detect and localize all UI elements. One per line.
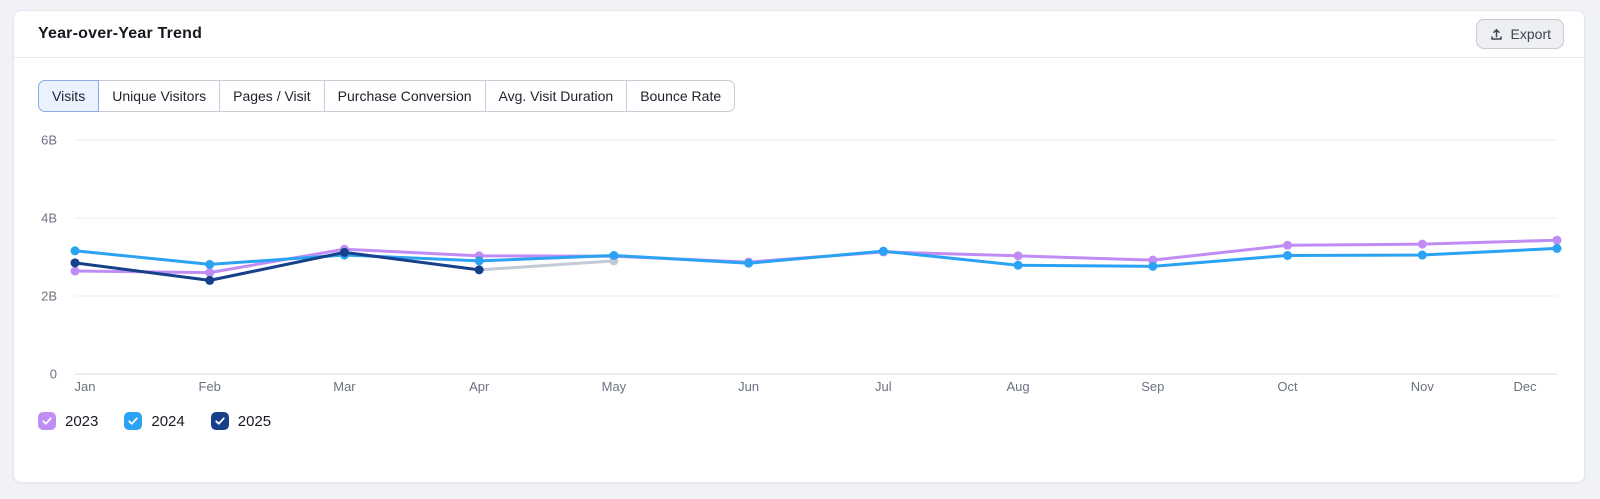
data-point-2023-oct	[1283, 240, 1293, 250]
x-axis-label: Feb	[199, 379, 221, 394]
data-point-2025-jan	[70, 258, 80, 268]
data-point-2023-nov	[1417, 239, 1427, 249]
tab-purchase-conversion[interactable]: Purchase Conversion	[323, 80, 486, 112]
checkmark-icon	[128, 417, 139, 425]
tab-bounce-rate[interactable]: Bounce Rate	[626, 80, 736, 112]
y-axis-label: 2B	[41, 289, 57, 304]
data-point-2023-jan	[70, 266, 80, 276]
tab-pages-visit[interactable]: Pages / Visit	[219, 80, 325, 112]
data-point-2023-dec	[1552, 235, 1562, 245]
data-point-2023-feb	[205, 268, 215, 278]
legend-label-2025: 2025	[237, 412, 272, 430]
data-point-2023-sep	[1148, 255, 1158, 265]
export-button[interactable]: Export	[1475, 19, 1564, 49]
data-point-2024-jun	[744, 258, 754, 268]
legend-item-2024[interactable]: 2024	[124, 412, 185, 430]
year-over-year-trend-card: Year-over-Year Trend Export Visits Unique…	[13, 10, 1585, 483]
tab-unique-visitors[interactable]: Unique Visitors	[98, 80, 221, 112]
data-point-2024-feb	[205, 259, 215, 269]
legend-item-2023[interactable]: 2023	[38, 412, 98, 430]
legend-label-2023: 2023	[65, 412, 99, 430]
x-axis-label: Apr	[469, 379, 490, 394]
data-point-2025-feb	[205, 275, 215, 285]
data-point-2024-dec	[1552, 243, 1562, 253]
checkmark-icon	[42, 417, 52, 425]
data-point-2024-jul	[878, 246, 888, 256]
yoy-trend-chart: 6B 4B 2B 0 Jan Feb Mar Apr May Jun Jul Aug Sep Oct Nov…	[41, 133, 1562, 394]
x-axis-label: Aug	[1007, 379, 1030, 394]
x-axis-label: Jan	[75, 379, 96, 394]
series-line-2025-estimated	[477, 259, 616, 272]
x-axis-label: Nov	[1411, 379, 1435, 394]
series-line-2025	[73, 250, 481, 282]
data-point-2025-mar	[339, 247, 349, 257]
y-axis-label: 4B	[41, 211, 57, 226]
metric-tabs: Visits Unique Visitors Pages / Visit Purcha…	[38, 80, 736, 112]
upload-icon	[1489, 27, 1504, 42]
tab-avg-visit-duration[interactable]: Avg. Visit Duration	[484, 80, 628, 112]
data-point-2024-aug	[1013, 260, 1023, 270]
tab-visits[interactable]: Visits	[38, 80, 100, 112]
y-axis-label: 0	[50, 367, 57, 382]
checkmark-icon	[215, 417, 225, 425]
data-point-2025-apr	[474, 265, 484, 275]
legend-checkbox-2025[interactable]	[210, 412, 229, 430]
x-axis-label: Sep	[1141, 379, 1164, 394]
data-point-2024-may	[609, 250, 619, 260]
x-axis-label: Mar	[333, 379, 356, 394]
x-axis-label: Dec	[1513, 379, 1537, 394]
card-header: Year-over-Year Trend Export	[14, 11, 1584, 58]
y-axis-label: 6B	[41, 133, 57, 148]
legend-item-2025[interactable]: 2025	[210, 412, 272, 430]
chart-legend: 2023 2024 2025	[38, 412, 1584, 430]
data-point-2023-aug	[1013, 251, 1023, 261]
legend-label-2024: 2024	[151, 412, 185, 430]
series-2024	[70, 243, 1562, 271]
page-title: Year-over-Year Trend	[38, 25, 203, 42]
data-point-2024-sep	[1148, 261, 1158, 271]
x-axis-label: Jul	[875, 379, 892, 394]
series-2025	[70, 247, 484, 285]
data-point-2024-jan	[70, 246, 80, 256]
x-axis-label: May	[602, 379, 627, 394]
x-axis-label: Oct	[1277, 379, 1298, 394]
data-point-2024-oct	[1283, 250, 1293, 260]
x-axis-label: Jun	[738, 379, 759, 394]
export-button-label: Export	[1510, 26, 1551, 42]
legend-checkbox-2023[interactable]	[38, 412, 56, 430]
data-point-2024-apr	[474, 256, 484, 266]
legend-checkbox-2024[interactable]	[124, 412, 143, 430]
data-point-2024-nov	[1417, 250, 1427, 260]
